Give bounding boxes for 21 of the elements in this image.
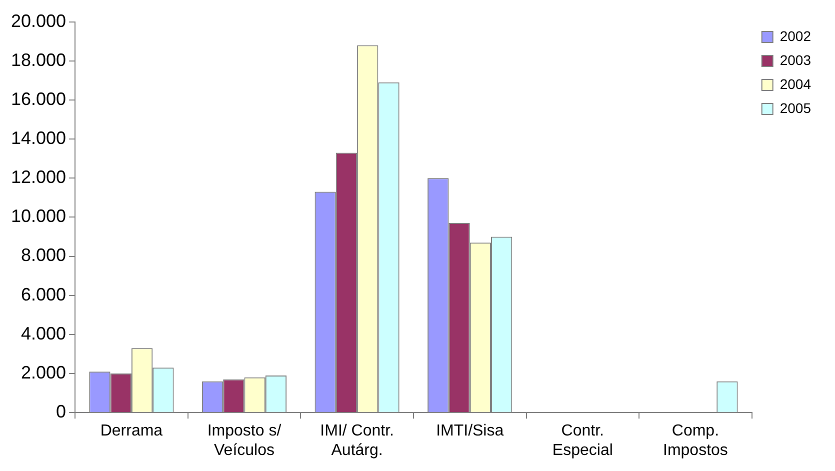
x-tick-label: Derrama (100, 422, 163, 440)
y-tick-label: 6.000 (21, 284, 66, 304)
legend-label: 2005 (780, 100, 812, 116)
y-tick-label: 18.000 (10, 50, 66, 70)
y-tick-label: 2.000 (21, 362, 66, 382)
x-tick-label: Imposto s/ Veículos (207, 422, 282, 459)
legend-label: 2003 (780, 52, 812, 68)
y-tick-label: 8.000 (21, 245, 66, 266)
x-tick-label: IMI/ Contr. Autárg. (320, 422, 394, 459)
y-tick-label: 12.000 (10, 167, 66, 188)
x-tick-label: Comp. Impostos (662, 422, 728, 459)
y-tick-label: 20.000 (10, 10, 66, 31)
x-tick-label: Contr. Especial (552, 422, 613, 459)
y-tick-label: 14.000 (10, 128, 66, 148)
y-tick-label: 16.000 (10, 88, 66, 109)
legend-label: 2004 (780, 76, 812, 92)
y-tick-label: 0 (56, 402, 66, 422)
y-tick-label: 10.000 (10, 206, 66, 226)
legend-label: 2002 (780, 28, 812, 44)
y-tick-label: 4.000 (21, 323, 66, 344)
x-tick-label: IMTI/Sisa (436, 422, 504, 440)
